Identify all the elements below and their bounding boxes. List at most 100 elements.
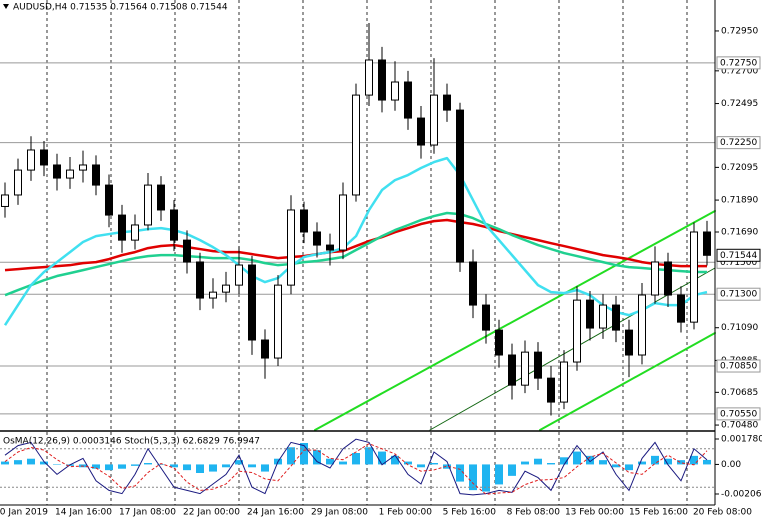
candle-body (612, 304, 620, 331)
x-tick-label: 10 Jan 2019 (0, 508, 48, 518)
osma-bar (573, 451, 581, 465)
level-label: 0.70550 (720, 409, 757, 419)
last-price-label: 0.71544 (720, 251, 757, 261)
level-box (716, 136, 761, 150)
candle-body (261, 339, 269, 359)
level-label: 0.71300 (720, 290, 757, 300)
candle-body (313, 231, 321, 246)
candle-body (131, 224, 139, 241)
osma-bar (261, 464, 269, 472)
osma-bar (469, 464, 477, 491)
candle-body (651, 261, 659, 296)
y-tick-label: 0.72700 (721, 66, 758, 76)
osma-tick-label: -0.0020690 (721, 489, 762, 499)
candle-body (638, 294, 646, 356)
candles (1, 22, 711, 416)
candle-body (118, 214, 126, 241)
chart-title: AUDUSD,H4 0.71535 0.71564 0.71508 0.7154… (13, 3, 228, 13)
osma-bar (235, 460, 243, 465)
osma-tick-label: 0.00 (721, 460, 741, 470)
candle-body (183, 239, 191, 263)
candle-body (534, 351, 542, 379)
candle-body (703, 231, 711, 256)
candle-body (404, 81, 412, 119)
candle-body (677, 294, 685, 323)
x-tick-label: 22 Jan 00:00 (183, 508, 240, 518)
candle-body (196, 261, 204, 299)
level-box (716, 407, 761, 421)
osma-bar (703, 459, 711, 465)
osma-bar (339, 461, 347, 465)
candle-body (14, 169, 22, 196)
osma-bar (196, 464, 204, 473)
candle-body (79, 164, 87, 171)
candle-body (1, 194, 9, 207)
candle-body (664, 261, 672, 296)
osma-bar (547, 463, 555, 465)
candle-body (378, 59, 386, 101)
osma-bar (118, 464, 126, 469)
osma-bar (209, 464, 217, 472)
osma-bar (456, 464, 464, 482)
candle-body (40, 149, 48, 166)
level-box (716, 359, 761, 373)
candle-body (586, 299, 594, 329)
osma-bar (287, 447, 295, 465)
y-tick-label: 0.70480 (721, 421, 758, 431)
osma-bar (625, 464, 633, 471)
candle-body (274, 284, 282, 359)
x-tick-label: 29 Jan 08:00 (311, 508, 368, 518)
osma-bar (365, 447, 373, 465)
osma-bar (14, 460, 22, 465)
x-tick-label: 24 Jan 16:00 (247, 508, 304, 518)
x-tick-label: 20 Feb 08:00 (693, 508, 752, 518)
x-tick-label: 8 Feb 08:00 (507, 508, 561, 518)
osma-bar (313, 450, 321, 465)
candle-body (170, 209, 178, 241)
level-label: 0.70850 (720, 362, 757, 372)
osma-bar (482, 464, 490, 492)
y-tick-label: 0.71890 (721, 196, 758, 206)
candle-body (352, 94, 360, 196)
osma-bar (222, 464, 230, 468)
osma-bar (326, 458, 334, 465)
candle-body (222, 284, 230, 293)
osma-bar (40, 461, 48, 465)
candle-body (66, 169, 74, 179)
candle-body (157, 184, 165, 211)
osma-bar (144, 463, 152, 465)
osma-bar (495, 464, 503, 485)
indicator (0, 438, 715, 496)
level-box (716, 56, 761, 70)
candle-body (248, 264, 256, 341)
candle-body (391, 81, 399, 101)
candle-body (417, 117, 425, 146)
osma-bar (300, 443, 308, 465)
channel-lower (539, 332, 716, 431)
candle-body (105, 184, 113, 216)
stoch-line (4, 443, 708, 495)
candle-body (326, 244, 334, 251)
osma-bar (638, 461, 646, 465)
candle-body (547, 377, 555, 403)
level-label: 0.72750 (720, 58, 757, 68)
osma-bar (131, 464, 139, 466)
candle-body (53, 164, 61, 179)
stoch-line (4, 438, 708, 496)
x-tick-label: 15 Feb 16:00 (629, 508, 688, 518)
candle-body (209, 291, 217, 299)
y-tick-label: 0.72495 (721, 99, 758, 109)
candle-body (573, 299, 581, 363)
osma-bar (1, 461, 9, 465)
osma-bar (599, 460, 607, 465)
osma-bar (508, 464, 516, 476)
candle-body (521, 351, 529, 386)
osma-bar (170, 464, 178, 468)
moving-average (4, 211, 707, 297)
title-icon (3, 4, 9, 9)
y-tick-label: 0.70685 (721, 388, 758, 398)
level-label: 0.71500 (720, 258, 757, 268)
candle-body (625, 329, 633, 356)
osma-bar (92, 464, 100, 469)
